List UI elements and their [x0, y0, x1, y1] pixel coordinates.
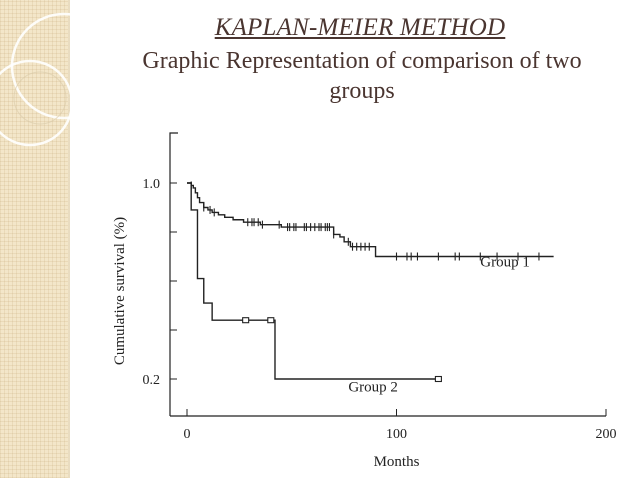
group-2-survival-line — [187, 182, 439, 380]
y-tick-label: 1.0 — [143, 177, 161, 192]
x-axis-label: Months — [374, 454, 420, 470]
decorative-circles-icon — [0, 12, 118, 147]
group-2-label: Group 2 — [348, 379, 398, 395]
kaplan-meier-chart: 0.2 1.0 0 100 200 Group 1 Group 2 Cumulative … — [112, 132, 617, 470]
group-2-censor-mark — [434, 375, 442, 383]
y-axis-line — [169, 132, 178, 416]
x-tick-label: 0 — [184, 427, 191, 442]
group-2-censor-mark — [267, 317, 275, 324]
slide-title: KAPLAN-MEIER METHOD — [214, 14, 506, 41]
y-tick-label: 0.2 — [143, 373, 161, 388]
chart-axes: 0.2 1.0 0 100 200 — [143, 132, 617, 442]
slide-subtitle: Graphic Representation of comparison of … — [142, 48, 582, 104]
y-axis-label: Cumulative survival (%) — [112, 217, 128, 365]
group-2-censor-mark — [242, 317, 250, 324]
group-1-survival-line — [187, 182, 554, 258]
decorative-side-panel — [0, 0, 68, 478]
group-1-label: Group 1 — [480, 254, 530, 270]
x-tick-label: 100 — [386, 427, 407, 442]
chart-plot-area: Group 1 Group 2 — [187, 181, 554, 395]
side-panel-divider — [68, 0, 70, 478]
x-tick-label: 200 — [596, 427, 617, 442]
